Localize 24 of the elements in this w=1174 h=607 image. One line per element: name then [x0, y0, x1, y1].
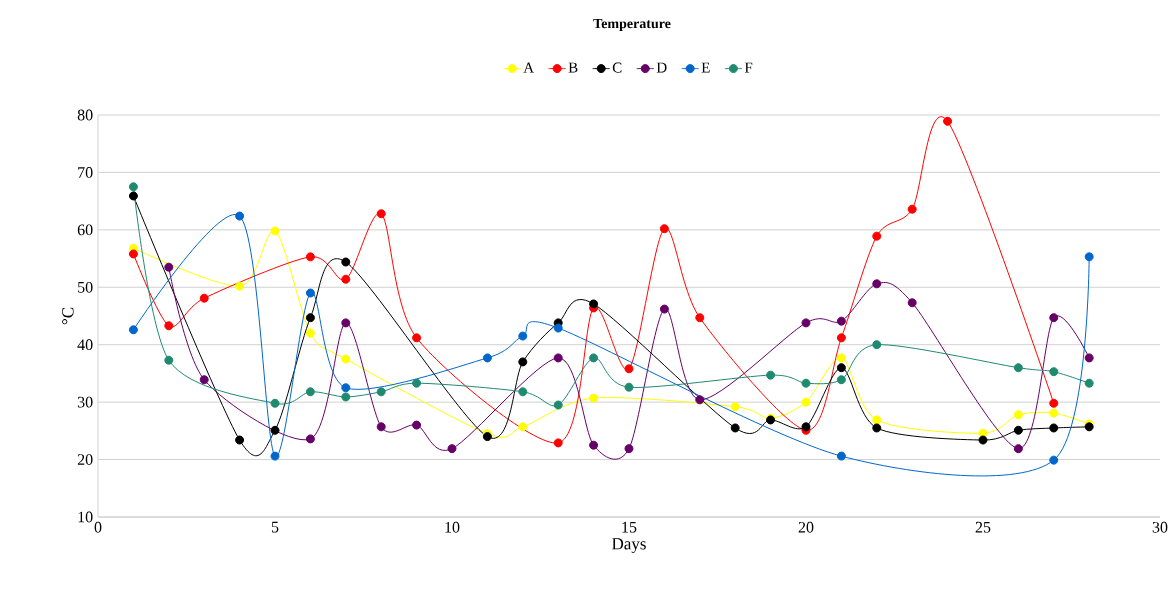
y-tick-label: 70 — [78, 167, 93, 178]
legend-label: D — [656, 62, 667, 73]
x-tick-label: 25 — [975, 521, 991, 533]
x-tick-label: 10 — [445, 521, 460, 533]
legend-label: E — [701, 62, 710, 73]
y-tick-label: 60 — [77, 224, 93, 236]
legend-label: F — [744, 62, 753, 73]
y-tick-label: 80 — [77, 109, 93, 121]
legend-label: B — [568, 62, 578, 73]
y-axis-title: °C — [62, 307, 74, 325]
x-axis-title: Days — [612, 538, 646, 553]
x-tick-label: 0 — [94, 521, 102, 533]
chart-title: Temperature — [593, 18, 671, 32]
legend-label: C — [612, 62, 622, 73]
y-tick-label: 20 — [77, 454, 93, 465]
y-tick-label: 50 — [78, 281, 93, 293]
x-tick-label: 15 — [622, 521, 637, 533]
x-tick-label: 5 — [271, 521, 279, 533]
x-tick-label: 20 — [798, 521, 814, 533]
legend-label: A — [523, 62, 534, 73]
y-tick-label: 30 — [77, 396, 93, 408]
y-tick-label: 40 — [77, 339, 93, 351]
y-tick-label: 10 — [78, 511, 93, 523]
x-tick-label: 30 — [1152, 521, 1168, 533]
